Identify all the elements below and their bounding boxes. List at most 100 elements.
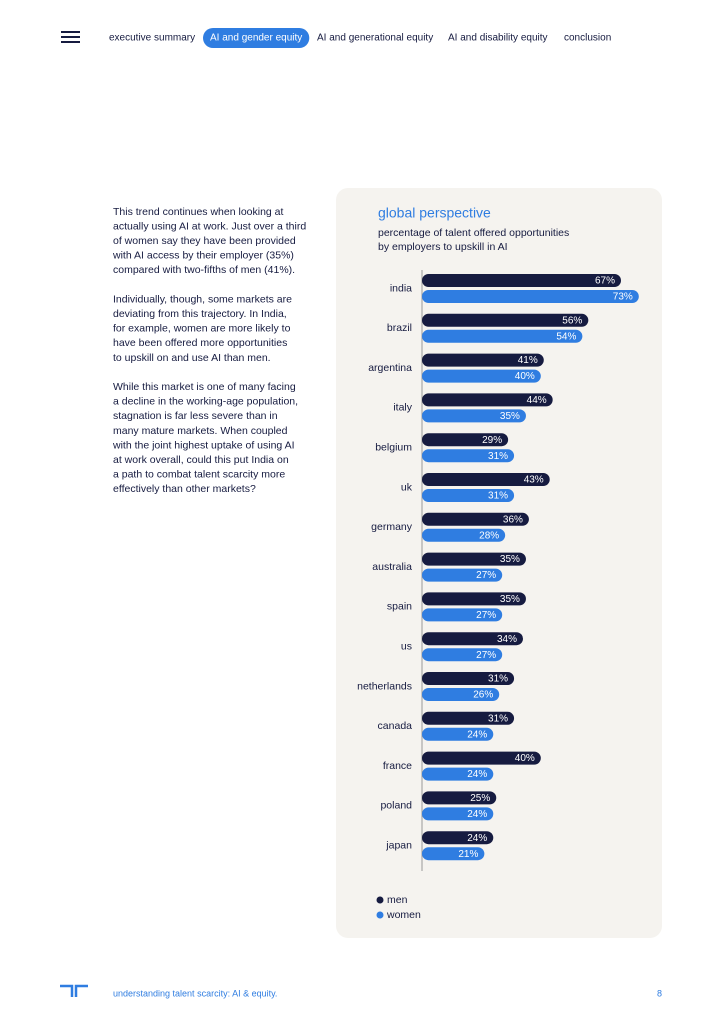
category-label: italy (393, 402, 412, 414)
legend-marker (376, 911, 384, 919)
body-text: actually using AI at work. Just over a t… (113, 220, 306, 232)
category-label: japan (385, 839, 412, 851)
body-text: a decline in the working-age population, (113, 396, 298, 408)
bar (422, 791, 497, 805)
category-label: france (383, 760, 412, 772)
bar (422, 672, 515, 685)
bar (422, 290, 639, 303)
category-label: germany (371, 521, 413, 533)
bar (422, 831, 494, 845)
category-label: spain (387, 601, 412, 613)
legend-label: women (386, 909, 421, 921)
bar (422, 433, 509, 447)
category-label: belgium (375, 441, 412, 453)
nav-item[interactable]: AI and disability equity (448, 33, 548, 44)
legend-marker (376, 896, 384, 904)
bar (422, 274, 621, 287)
bar (422, 632, 523, 646)
bar (422, 727, 494, 741)
chart-subtitle: percentage of talent offered opportuniti… (378, 227, 569, 239)
body-text: This trend continues when looking at (113, 206, 284, 218)
category-label: india (390, 282, 412, 294)
bar (422, 369, 541, 383)
nav-item[interactable]: conclusion (564, 33, 611, 44)
value-label: 35% (500, 411, 520, 422)
footer-text: understanding talent scarcity: AI & equi… (113, 988, 277, 998)
bar (422, 329, 583, 343)
body-text: a path to combat talent scarcity more (113, 469, 285, 481)
value-label: 36% (503, 514, 523, 525)
category-label: australia (372, 561, 412, 573)
value-label: 31% (488, 491, 508, 502)
value-label: 25% (470, 793, 490, 804)
bar (422, 608, 503, 622)
value-label: 27% (476, 570, 496, 581)
bar (422, 512, 529, 526)
body-text: for example, women are more likely to (113, 323, 291, 335)
value-label: 29% (482, 435, 502, 446)
bar (422, 313, 589, 327)
nav-item[interactable]: AI and gender equity (210, 33, 302, 44)
body-text: deviating from this trajectory. In India… (113, 308, 287, 320)
nav-item[interactable]: executive summary (109, 33, 195, 44)
bar (422, 767, 494, 781)
value-label: 44% (527, 395, 547, 406)
body-text: have been offered more opportunities (113, 337, 287, 349)
bar (422, 528, 506, 542)
value-label: 34% (497, 634, 517, 645)
menu-icon[interactable] (61, 31, 80, 43)
legend-label: men (387, 894, 408, 906)
value-label: 21% (458, 849, 478, 860)
category-label: us (401, 640, 412, 652)
category-label: canada (378, 720, 413, 732)
body-text: to upskill on and use AI than men. (113, 352, 271, 364)
body-text: many mature markets. When coupled (113, 425, 288, 437)
value-label: 67% (595, 276, 615, 287)
value-label: 26% (473, 690, 493, 701)
bar (422, 592, 526, 606)
bar (422, 449, 515, 463)
bar (422, 393, 553, 407)
body-text: Individually, though, some markets are (113, 293, 292, 305)
bar (422, 473, 550, 486)
value-label: 24% (467, 769, 487, 780)
bar (422, 847, 485, 861)
body-text: While this market is one of many facing (113, 381, 296, 393)
value-label: 28% (479, 530, 499, 541)
value-label: 43% (524, 475, 544, 486)
value-label: 24% (467, 729, 487, 740)
value-label: 31% (488, 451, 508, 462)
body-text: stagnation is far less severe than in (113, 410, 278, 422)
value-label: 40% (515, 753, 535, 764)
value-label: 54% (556, 331, 576, 342)
category-label: brazil (387, 322, 412, 334)
value-label: 24% (467, 809, 487, 820)
body-text: of women say they have been provided (113, 235, 296, 247)
bar (422, 409, 526, 423)
value-label: 31% (488, 674, 508, 685)
bar (422, 648, 503, 662)
chart-title: global perspective (378, 205, 491, 221)
value-label: 40% (515, 371, 535, 382)
value-label: 27% (476, 610, 496, 621)
nav-item[interactable]: AI and generational equity (317, 33, 433, 44)
value-label: 73% (613, 292, 633, 303)
bar (422, 751, 541, 765)
body-text: effectively than other markets? (113, 483, 256, 495)
value-label: 56% (562, 315, 582, 326)
bar (422, 353, 544, 367)
value-label: 35% (500, 554, 520, 565)
value-label: 35% (500, 594, 520, 605)
category-label: poland (380, 800, 412, 812)
bar (422, 552, 526, 566)
category-label: argentina (368, 362, 412, 374)
value-label: 27% (476, 650, 496, 661)
nav-active-pill (203, 28, 310, 48)
bar (422, 807, 494, 821)
value-label: 41% (518, 355, 538, 366)
chart-subtitle: by employers to upskill in AI (378, 241, 508, 253)
bar (422, 711, 515, 725)
bar (422, 489, 515, 502)
bar (422, 688, 500, 701)
